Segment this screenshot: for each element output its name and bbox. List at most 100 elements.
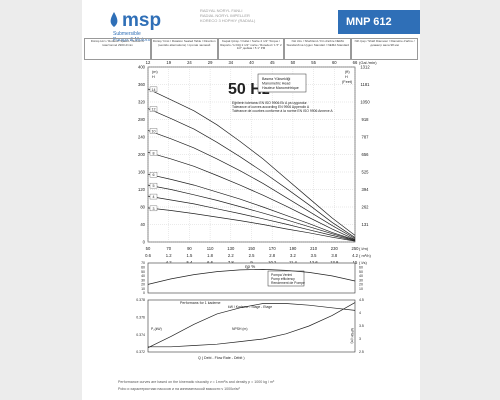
head-curve-8: [147, 151, 356, 240]
spec-cell: Kaçak Çıkışı / Outlet / Sortie 2 1/2" To…: [217, 38, 285, 60]
flow-tick-label: 7.8: [228, 260, 234, 265]
npsh-right-tick-label: 3.5: [359, 324, 364, 328]
top-tick-label: 34: [228, 60, 233, 65]
head-right-tick-label: 918: [362, 117, 370, 122]
power-left-tick-label: 0.376: [136, 316, 145, 320]
head-right-tick-label: 1181: [360, 82, 370, 87]
head-left-tick-label: 320: [138, 100, 146, 105]
power-plot-frame: [147, 299, 356, 353]
flow-tick-label: 90: [187, 246, 192, 251]
efficiency-left-tick-label: 20: [141, 283, 145, 287]
stage-label-box: [149, 106, 158, 112]
tolerance-text: Tolérance de courbes conforme à la norme…: [232, 109, 333, 113]
flow-tick-label: 3.8: [331, 253, 337, 258]
head-curve-4: [147, 195, 356, 242]
flow-tick-label: 3.5: [311, 253, 317, 258]
efficiency-legend-box: [267, 270, 305, 287]
power-curve: [147, 303, 356, 349]
tolerance-text: Eğrilerin toleransı EN ISO 9906:Ek A ya …: [232, 101, 308, 105]
stage-label: 3: [153, 207, 155, 211]
head-left-tick-label: 160: [138, 170, 146, 175]
head-left-tick-label: 280: [138, 117, 146, 122]
head-right-tick-label: 525: [362, 170, 370, 175]
head-left-tick-label: 80: [140, 205, 145, 210]
efficiency-right-tick-label: 40: [359, 274, 363, 278]
brand-sub-2: Pumps & Motors: [113, 37, 150, 43]
top-tick-label: 55: [311, 60, 316, 65]
spec-cell: Dönüş Yönü / Rotation Sealed Table / Dir…: [150, 38, 218, 60]
drop-icon: [110, 12, 118, 27]
head-right-tick-label: 394: [362, 187, 370, 192]
stage-label: 4: [153, 195, 155, 199]
flow-tick-label: 1.2: [166, 253, 172, 258]
efficiency-right-tick-label: 60: [359, 265, 363, 269]
head-right-tick-label: 787: [362, 135, 370, 140]
efficiency-right-tick-label: 30: [359, 278, 363, 282]
head-left-tick-label: 400: [138, 65, 146, 70]
flow-tick-label: 130: [227, 246, 235, 251]
flow-tick-label: 15: [353, 260, 358, 265]
head-left-tick-label: 360: [138, 82, 146, 87]
top-tick-label: 50: [291, 60, 296, 65]
flow-tick-label: 170: [269, 246, 277, 251]
efficiency-legend-text: Pompa Verimi: [271, 273, 292, 277]
head-ylabel-right: H: [345, 75, 348, 79]
spec-cell: Nth Çap / Shaft Diameter / Diamètre d'ar…: [351, 38, 418, 60]
top-tick-label: 29: [208, 60, 213, 65]
efficiency-legend-text: Rendement de Pompe: [271, 281, 305, 285]
head-left-tick-label: 240: [138, 135, 146, 140]
stage-label: 14: [152, 88, 156, 92]
spec-cell: NH Uzu / Shaft End / Fin d'arbre NEMA St…: [284, 38, 352, 60]
stage-label-box: [149, 128, 158, 134]
flow-tick-label: 1.8: [207, 253, 213, 258]
tolerance-text: Tolerance of curves according EN 9906 Ap…: [232, 105, 310, 109]
efficiency-right-tick-label: 50: [359, 270, 363, 274]
flow-axis-unit: ( l/s): [359, 260, 367, 265]
head-legend-text: Hauteur Manométrique: [262, 86, 299, 90]
efficiency-right-tick-label: 10: [359, 287, 363, 291]
head-right-tick-label: 1050: [360, 100, 370, 105]
top-tick-label: 19: [166, 60, 171, 65]
top-tick-label: 66: [353, 60, 358, 65]
stage-label: 10: [152, 129, 156, 133]
flow-axis-unit: ( l/m): [359, 246, 369, 251]
top-tick-label: 12: [146, 60, 151, 65]
power-left-tick-label: 0.378: [136, 298, 145, 302]
stage-label-box: [149, 205, 158, 212]
top-tick-label: 60: [332, 60, 337, 65]
stage-label-box: [149, 182, 158, 189]
efficiency-left-tick-label: 10: [141, 287, 145, 291]
power-axis-label: P₂(kW): [151, 327, 162, 331]
stage-label: 8: [153, 151, 155, 155]
npsh-right-tick-label: 4: [359, 311, 361, 315]
flow-tick-label: 4.2: [352, 253, 358, 258]
stage-label: 6: [153, 173, 155, 177]
head-ylabel-left: H: [152, 75, 155, 79]
head-legend-text: Basma Yüksekliği: [262, 77, 290, 81]
head-right-tick-label: 1312: [360, 65, 370, 70]
flow-tick-label: 50: [146, 246, 151, 251]
npsh-right-tick-label: 4.5: [359, 298, 364, 302]
head-right-tick-label: 656: [362, 152, 370, 157]
impeller-line-2: RADIAL NORYL IMPELLER: [200, 13, 250, 18]
flow-tick-label: 3.2: [290, 253, 296, 258]
power-left-tick-label: 0.372: [136, 350, 145, 354]
stage-label-box: [149, 150, 158, 156]
head-curve-12: [147, 108, 356, 238]
flow-tick-label: 70: [166, 246, 171, 251]
head-legend-text: Manometric Head: [262, 82, 290, 86]
flow-tick-label: 1.5: [186, 253, 192, 258]
efficiency-left-tick-label: 70: [141, 261, 145, 265]
npsh-axis-label: NPSH (m): [350, 328, 354, 343]
flow-tick-label: 11.4: [289, 260, 298, 265]
spec-cell: Dönüş Hızı / Rotation Speed / vitesse fu…: [84, 38, 151, 60]
stage-label-box: [149, 193, 158, 200]
head-left-tick-label: 40: [140, 222, 145, 227]
impeller-line-3: KORECO 3 HOPHIY (RADIAL): [200, 18, 256, 23]
flow-tick-label: 2.2: [228, 253, 234, 258]
top-tick-label: 24: [187, 60, 192, 65]
npsh-right-tick-label: 3: [359, 337, 361, 341]
efficiency-left-tick-label: 60: [141, 265, 145, 269]
power-top-label: Performans for 1 kademe: [180, 301, 221, 305]
